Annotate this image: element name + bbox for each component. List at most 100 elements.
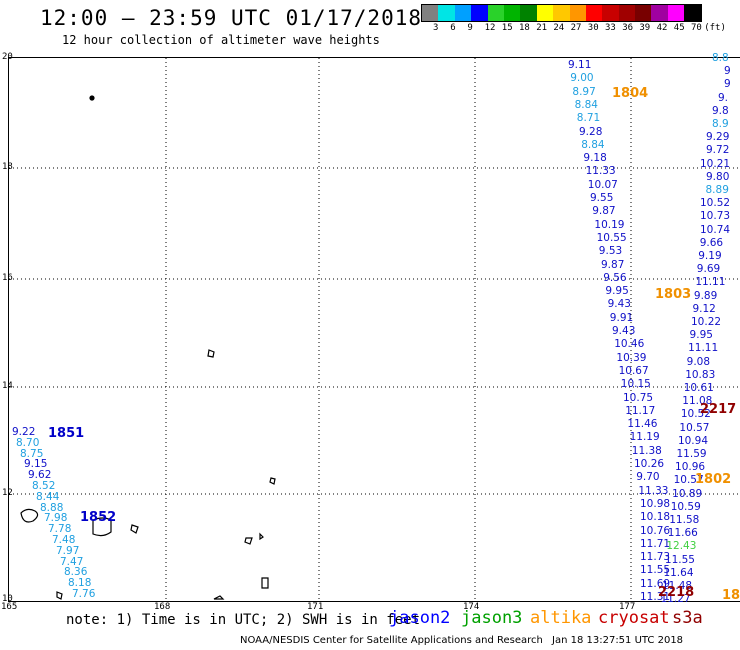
wave-height-value: 11.08 (682, 395, 713, 408)
wave-height-value: 10.83 (685, 368, 716, 381)
scale-label: 9 (467, 23, 473, 33)
wave-height-value: 8.52 (32, 480, 56, 492)
wave-height-value: 8.71 (576, 112, 601, 125)
wave-height-value: 7.48 (52, 534, 76, 546)
wave-height-value: 11.31 (640, 591, 671, 603)
wave-height-value: 9.11 (568, 59, 592, 71)
wave-height-value: 10.96 (675, 461, 706, 474)
wave-height-value: 9.43 (607, 298, 631, 311)
wave-height-value: 10.67 (618, 364, 649, 377)
wave-height-value: 8.75 (20, 447, 44, 460)
wave-height-value: 11.58 (669, 514, 700, 526)
satellite-legend-altika: altika (530, 608, 592, 628)
wave-height-value: 9.15 (24, 458, 48, 471)
scale-swatch (602, 5, 619, 21)
scale-label: 30 (587, 23, 599, 33)
latitude-label: 18 (2, 162, 13, 172)
wave-height-value: 10.39 (616, 351, 647, 364)
wave-height-value: 8.84 (581, 138, 605, 151)
wave-height-value: 9.87 (592, 205, 616, 218)
wave-height-value: 7.78 (48, 523, 72, 536)
wave-height-value: 9.66 (699, 236, 724, 249)
latitude-label: 16 (2, 273, 13, 283)
scale-swatch (487, 5, 504, 21)
scale-swatch (422, 5, 439, 21)
latitude-label: 12 (2, 488, 13, 498)
wave-height-value: 8.18 (68, 577, 92, 590)
longitude-label: 165 (1, 602, 18, 612)
wave-height-value: 10.46 (614, 338, 645, 351)
wave-height-value: 7.98 (44, 512, 68, 525)
wave-height-value: 11.69 (640, 577, 671, 590)
wave-height-value: 11.59 (676, 448, 707, 460)
scale-label: (ft) (704, 23, 726, 33)
wave-height-value: 10.98 (640, 497, 671, 510)
longitude-label: 174 (463, 602, 480, 612)
wave-height-value: 10.21 (700, 157, 731, 170)
wave-height-value: 10.89 (672, 487, 703, 500)
scale-swatch (454, 5, 472, 21)
wave-height-value: 9.18 (583, 152, 607, 165)
scale-swatch (651, 5, 668, 21)
wave-height-value: 11.66 (667, 527, 698, 540)
wave-height-value: 9.72 (706, 144, 730, 157)
wave-height-value: 9.95 (605, 285, 629, 298)
latitude-label: 10 (2, 594, 13, 604)
wave-height-value: 9.22 (12, 426, 36, 438)
scale-label: 27 (570, 23, 582, 33)
scale-label: 42 (656, 23, 668, 33)
footer-note: note: 1) Time is in UTC; 2) SWH is in fe… (66, 612, 421, 628)
scale-swatch (503, 5, 521, 21)
scale-label: 12 (484, 23, 496, 33)
pass-time-tag: 1804 (612, 86, 649, 101)
longitude-label: 168 (154, 602, 171, 612)
wave-height-value: 11.64 (663, 566, 694, 579)
latitude-label: 14 (2, 381, 13, 391)
wave-height-value: 9.43 (612, 325, 636, 337)
wave-height-value: 10.61 (683, 382, 714, 394)
wave-height-value: 8.44 (36, 490, 60, 503)
wave-height-value: 8.70 (16, 436, 40, 449)
scale-label: 33 (605, 23, 616, 33)
wave-height-value: 9 (724, 78, 731, 91)
scale-swatch (667, 5, 685, 21)
wave-height-value: 11.11 (688, 342, 719, 355)
map-title: 12:00 – 23:59 UTC 01/17/2018 (40, 6, 423, 30)
wave-height-value: 9.8 (712, 104, 729, 117)
longitude-label: 171 (307, 602, 324, 612)
wave-height-value: 12.43 (666, 540, 697, 553)
wave-height-value: 11.27 (660, 593, 691, 606)
wave-height-value: 9.70 (636, 471, 660, 484)
wave-height-value: 11.38 (631, 444, 662, 457)
wave-height-value: 10.18 (640, 511, 671, 524)
wave-height-value: 10.52 (680, 408, 711, 421)
wave-height-value: 10.73 (700, 210, 731, 223)
scale-label: 39 (639, 23, 651, 33)
wave-height-value: 11.19 (629, 431, 660, 444)
color-scale-legend (421, 4, 702, 22)
map-subtitle: 12 hour collection of altimeter wave hei… (62, 33, 380, 47)
latitude-label: 20 (2, 52, 13, 62)
wave-height-value: 8.36 (64, 566, 88, 579)
wave-height-value: 10.55 (596, 231, 627, 244)
wave-height-value: 11.71 (640, 537, 671, 550)
scale-swatch (569, 5, 586, 21)
wave-height-value: 9.95 (689, 329, 713, 342)
pass-time-tag: 18 (722, 588, 740, 603)
pass-time-tag: 1802 (695, 472, 732, 487)
wave-height-value: 11.46 (627, 418, 658, 431)
wave-height-value: 9.69 (696, 263, 721, 276)
pass-time-tag: 1852 (80, 510, 117, 525)
wave-height-value: 7.76 (72, 588, 96, 600)
scale-label: 6 (450, 23, 456, 33)
scale-label: 3 (433, 23, 439, 33)
scale-label: 24 (553, 23, 565, 33)
scale-label: 36 (622, 23, 634, 33)
wave-height-value: 9.29 (706, 131, 730, 144)
pass-time-tag: 2217 (700, 402, 737, 417)
scale-swatch (553, 5, 570, 21)
map-area (8, 57, 740, 602)
wave-height-value: 9.19 (698, 250, 722, 262)
wave-height-value: 9.56 (603, 271, 627, 284)
wave-height-value: 9.87 (601, 258, 625, 271)
